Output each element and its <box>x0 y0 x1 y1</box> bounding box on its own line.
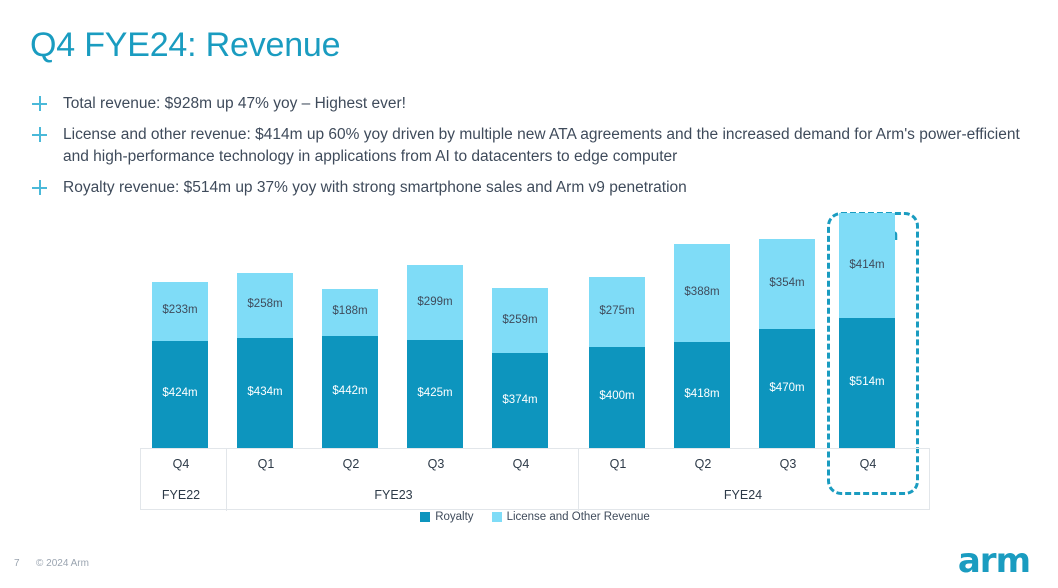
bar-segment-label: $514m <box>849 375 885 388</box>
bar-segment-label: $258m <box>247 298 283 311</box>
plus-bullet-icon <box>32 180 48 196</box>
bar-segment-royalty: $442m <box>322 336 378 448</box>
bar-segment-label: $470m <box>769 381 805 394</box>
bar-segment-license: $258m <box>237 272 293 339</box>
bar-group: $354m $470m <box>759 239 815 448</box>
bar-segment-label: $354m <box>769 277 805 290</box>
chart-axis-table: Q4 Q1 Q2 Q3 Q4 Q1 Q2 Q3 Q4 FYE22 FYE23 FYE24 <box>140 448 930 511</box>
bar-segment-royalty: $470m <box>759 329 815 448</box>
legend-label: Royalty <box>435 511 474 523</box>
chart-legend: Royalty License and Other Revenue <box>140 511 930 523</box>
axis-quarter-label: Q3 <box>779 457 797 471</box>
bar-segment-royalty: $424m <box>152 340 208 448</box>
bar-group: $299m $425m <box>407 264 463 448</box>
legend-item: License and Other Revenue <box>491 511 650 523</box>
axis-quarter-label: Q2 <box>342 457 360 471</box>
axis-quarter-label: Q3 <box>427 457 445 471</box>
copyright-text: © 2024 Arm <box>36 558 89 569</box>
bar-group: $275m $400m <box>589 277 645 448</box>
axis-quarter-label: Q4 <box>512 457 530 471</box>
axis-fiscal-year-label: FYE24 <box>723 488 763 502</box>
page-number: 7 <box>14 558 20 569</box>
plus-bullet-icon <box>32 96 48 112</box>
bar-segment-label: $424m <box>162 387 198 400</box>
bar-segment-label: $400m <box>599 390 635 403</box>
revenue-stacked-bar-chart: $928m $233m$424m$258m$434m$188m$442m$299… <box>140 205 930 523</box>
bar-segment-license: $275m <box>589 277 645 347</box>
bar-segment-label: $233m <box>162 304 198 317</box>
axis-quarter-row: Q4 Q1 Q2 Q3 Q4 Q1 Q2 Q3 Q4 <box>141 449 929 480</box>
bar-group: $259m $374m <box>492 287 548 448</box>
bar-segment-label: $414m <box>849 258 885 271</box>
bar-segment-license: $388m <box>674 243 730 343</box>
bar-segment-royalty: $425m <box>407 340 463 448</box>
axis-quarter-label: Q4 <box>859 457 877 471</box>
bar-segment-royalty: $400m <box>589 346 645 448</box>
page-title: Q4 FYE24: Revenue <box>30 26 341 64</box>
plus-bullet-icon <box>32 127 48 143</box>
bar-segment-label: $388m <box>684 286 720 299</box>
axis-fiscal-year-label: FYE23 <box>374 488 413 502</box>
bullet-text: Royalty revenue: $514m up 37% yoy with s… <box>63 179 687 196</box>
bar-segment-royalty: $374m <box>492 353 548 448</box>
bar-segment-royalty: $514m <box>839 317 895 448</box>
bar-segment-license: $233m <box>152 281 208 341</box>
bar-group: $414m $514m <box>839 213 895 448</box>
axis-divider <box>226 449 227 511</box>
bar-segment-license: $414m <box>839 213 895 318</box>
bullet-list: Total revenue: $928m up 47% yoy – Highes… <box>30 93 1040 208</box>
axis-quarter-label: Q1 <box>609 457 627 471</box>
bar-segment-royalty: $418m <box>674 342 730 448</box>
list-item: License and other revenue: $414m up 60% … <box>30 124 1040 168</box>
list-item: Total revenue: $928m up 47% yoy – Highes… <box>30 93 1040 115</box>
bar-segment-label: $374m <box>502 393 538 406</box>
axis-divider <box>578 449 579 511</box>
bar-segment-license: $299m <box>407 264 463 341</box>
bar-segment-license: $188m <box>322 288 378 337</box>
axis-fiscal-year-label: FYE22 <box>161 488 201 502</box>
arm-logo: arm <box>957 541 1031 581</box>
list-item: Royalty revenue: $514m up 37% yoy with s… <box>30 177 1040 199</box>
bar-group: $258m $434m <box>237 272 293 448</box>
bar-segment-royalty: $434m <box>237 338 293 448</box>
bar-segment-label: $275m <box>599 304 635 317</box>
bar-segment-label: $418m <box>684 388 720 401</box>
chart-plot-area: $233m $424m $258m $434m $188m $442m $299m $425m… <box>140 205 930 448</box>
bar-segment-label: $425m <box>417 387 453 400</box>
bar-segment-label: $299m <box>417 295 453 308</box>
legend-item: Royalty <box>420 511 474 523</box>
bar-group: $188m $442m <box>322 288 378 448</box>
axis-fiscal-year-row: FYE22 FYE23 FYE24 <box>141 480 929 510</box>
bar-group: $233m $424m <box>152 281 208 448</box>
bullet-text: Total revenue: $928m up 47% yoy – Highes… <box>63 95 406 112</box>
bar-segment-license: $354m <box>759 239 815 330</box>
legend-label: License and Other Revenue <box>506 511 650 523</box>
axis-quarter-label: Q2 <box>694 457 712 471</box>
bar-segment-license: $259m <box>492 287 548 354</box>
axis-quarter-label: Q4 <box>172 457 190 471</box>
bar-segment-label: $434m <box>247 386 283 399</box>
axis-quarter-label: Q1 <box>257 457 275 471</box>
bullet-text: License and other revenue: $414m up 60% … <box>63 126 1020 165</box>
bar-group: $388m $418m <box>674 243 730 448</box>
bar-segment-label: $442m <box>332 385 368 398</box>
legend-swatch-icon <box>420 512 431 522</box>
bar-segment-label: $259m <box>502 313 538 326</box>
bar-segment-label: $188m <box>332 305 368 318</box>
legend-swatch-icon <box>491 512 502 522</box>
